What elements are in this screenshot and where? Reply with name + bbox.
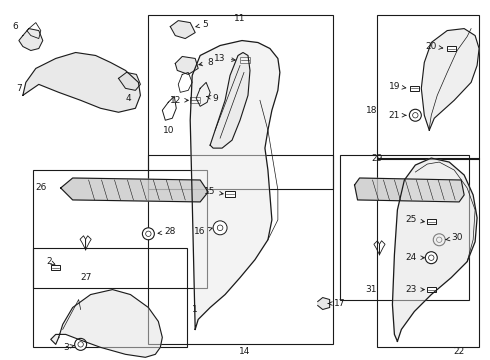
Circle shape (429, 255, 434, 260)
Bar (51, 265, 60, 270)
Polygon shape (51, 289, 162, 357)
Text: 27: 27 (80, 273, 91, 282)
Bar (447, 46, 456, 51)
Circle shape (413, 113, 418, 118)
Text: 18: 18 (366, 106, 377, 115)
Bar (410, 86, 419, 91)
Text: 12: 12 (170, 96, 188, 105)
Text: 16: 16 (195, 227, 212, 236)
Bar (33, 248, 187, 347)
Text: 2: 2 (46, 257, 55, 266)
Text: 5: 5 (196, 20, 208, 29)
Text: 15: 15 (204, 188, 223, 197)
Polygon shape (119, 72, 141, 90)
Bar (240, 58, 250, 63)
Text: 1: 1 (192, 305, 198, 314)
Text: 3: 3 (63, 343, 74, 352)
Text: 19: 19 (389, 82, 406, 91)
Text: 30: 30 (446, 233, 463, 242)
Polygon shape (355, 178, 464, 202)
Text: 8: 8 (199, 58, 213, 67)
Polygon shape (171, 21, 195, 39)
Polygon shape (318, 298, 330, 310)
Text: 11: 11 (234, 14, 246, 23)
Text: 4: 4 (125, 94, 131, 103)
Bar (148, 15, 333, 189)
Bar (33, 170, 207, 288)
Text: 23: 23 (406, 285, 424, 294)
Polygon shape (421, 28, 479, 130)
Circle shape (433, 234, 445, 246)
Bar (377, 15, 479, 159)
Text: 17: 17 (328, 299, 345, 308)
Bar (427, 219, 436, 224)
Text: 6: 6 (12, 22, 18, 31)
Text: 10: 10 (163, 126, 174, 135)
Bar (340, 155, 469, 300)
Polygon shape (190, 41, 280, 329)
Circle shape (146, 231, 151, 237)
Circle shape (213, 221, 227, 235)
Polygon shape (210, 53, 250, 148)
Polygon shape (392, 158, 477, 341)
Circle shape (143, 228, 154, 240)
Text: 29: 29 (372, 154, 383, 163)
Polygon shape (23, 53, 141, 112)
Circle shape (425, 252, 437, 264)
Text: 22: 22 (454, 347, 465, 356)
Text: 25: 25 (406, 215, 424, 224)
Circle shape (78, 342, 83, 347)
Bar (190, 97, 200, 103)
Text: 24: 24 (406, 253, 424, 262)
Polygon shape (61, 178, 208, 202)
Circle shape (217, 225, 223, 231)
Text: 9: 9 (207, 94, 218, 103)
Circle shape (74, 338, 87, 350)
Bar (225, 191, 235, 197)
Bar (377, 158, 479, 347)
Text: 21: 21 (389, 111, 406, 120)
Bar (148, 155, 333, 345)
Bar (427, 287, 436, 292)
Text: 14: 14 (239, 347, 251, 356)
Text: 20: 20 (426, 42, 443, 51)
Text: 28: 28 (158, 227, 176, 236)
Circle shape (409, 109, 421, 121)
Polygon shape (19, 28, 43, 50)
Text: 31: 31 (366, 285, 377, 294)
Text: 13: 13 (214, 54, 235, 63)
Circle shape (437, 237, 442, 242)
Polygon shape (175, 57, 198, 75)
Text: 7: 7 (16, 84, 22, 93)
Text: 26: 26 (35, 184, 47, 193)
